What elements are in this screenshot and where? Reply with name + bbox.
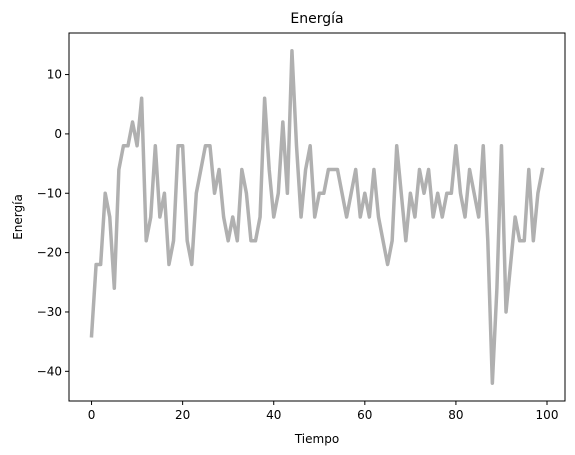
y-tick-label: 10: [47, 68, 62, 82]
x-tick-label: 20: [175, 408, 190, 422]
x-axis-label: Tiempo: [294, 432, 339, 446]
x-tick-label: 60: [357, 408, 372, 422]
y-tick-label: −20: [37, 246, 62, 260]
y-tick-label: 0: [54, 127, 62, 141]
x-tick-label: 0: [88, 408, 96, 422]
x-tick-label: 100: [536, 408, 559, 422]
y-tick-label: −30: [37, 305, 62, 319]
x-tick-label: 80: [448, 408, 463, 422]
x-axis-ticks: 0 20 40 60 80 100: [88, 401, 559, 422]
chart-title: Energía: [290, 11, 343, 27]
plot-frame: [68, 32, 566, 402]
series-line-0: [89, 49, 545, 385]
series-layer: [89, 49, 545, 385]
y-axis-ticks: 10 0 −10 −20 −30 −40: [37, 68, 69, 378]
y-tick-label: −10: [37, 186, 62, 200]
y-axis-label: Energía: [11, 194, 25, 240]
x-tick-label: 40: [266, 408, 281, 422]
y-tick-label: −40: [37, 364, 62, 378]
